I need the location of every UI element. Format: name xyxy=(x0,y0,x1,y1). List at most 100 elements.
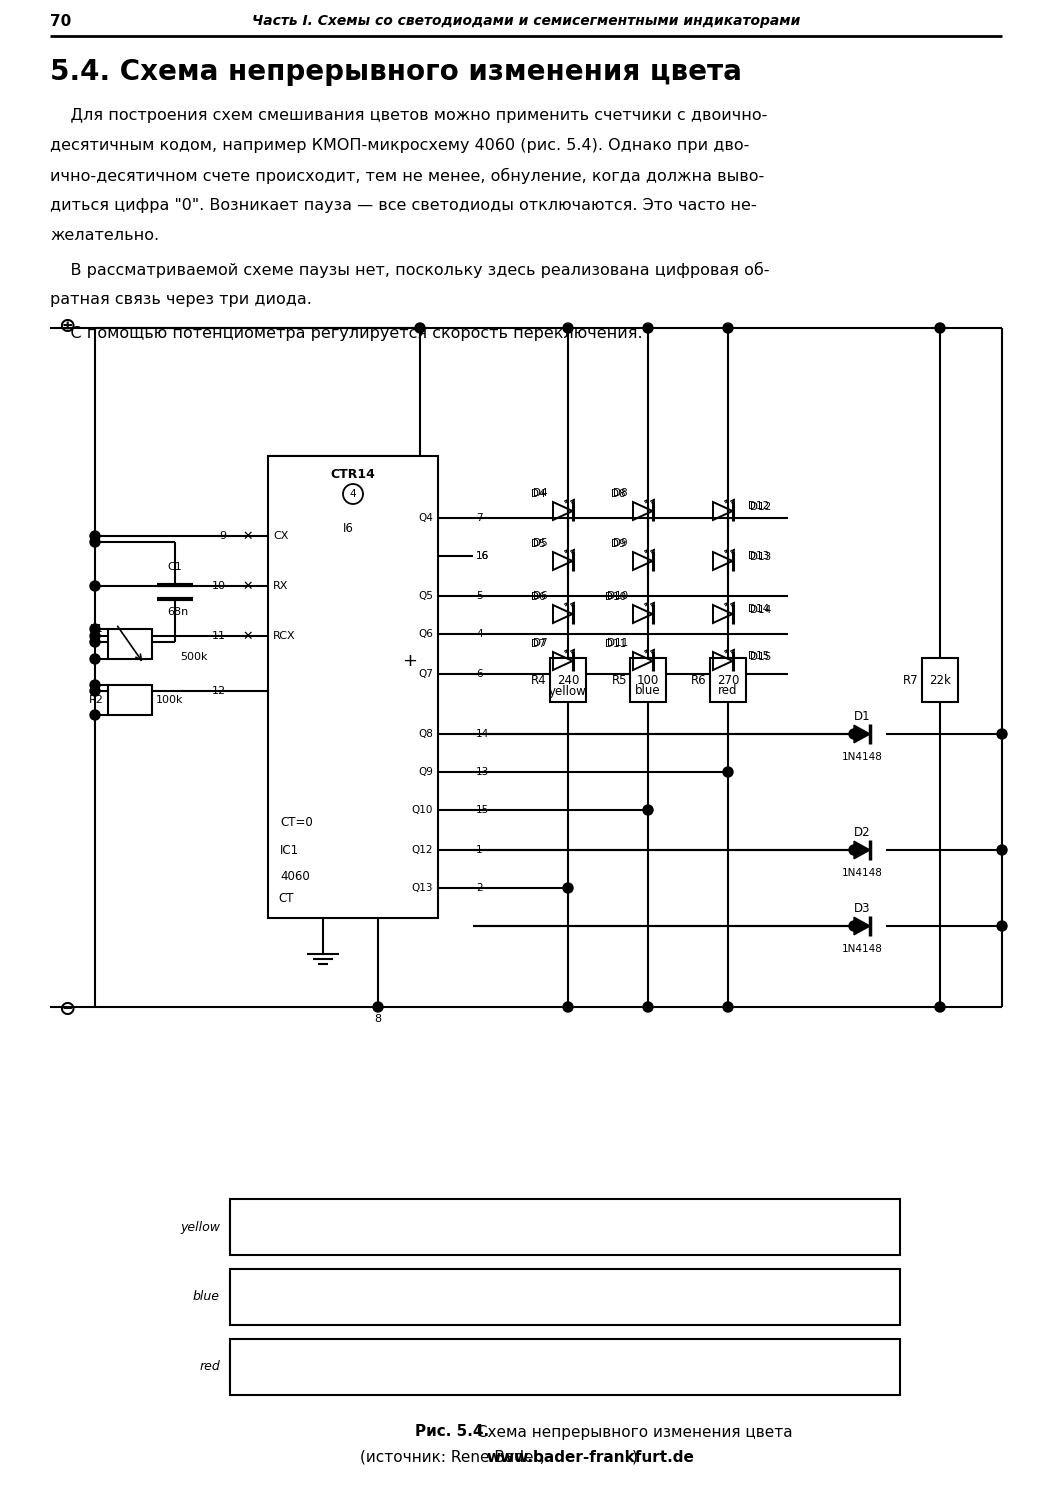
Circle shape xyxy=(997,921,1007,932)
Text: ⊕: ⊕ xyxy=(58,316,76,336)
Text: D3: D3 xyxy=(854,902,870,915)
Bar xyxy=(922,658,958,702)
Text: D4: D4 xyxy=(533,488,548,498)
Text: R4: R4 xyxy=(531,674,547,687)
Text: 5.4. Схема непрерывного изменения цвета: 5.4. Схема непрерывного изменения цвета xyxy=(50,58,742,86)
Text: D9: D9 xyxy=(611,538,626,549)
Text: yellow: yellow xyxy=(549,684,587,698)
Text: 4: 4 xyxy=(476,628,483,639)
Circle shape xyxy=(643,1002,653,1013)
Text: CX: CX xyxy=(274,531,288,542)
Text: В рассматриваемой схеме паузы нет, поскольку здесь реализована цифровая об-: В рассматриваемой схеме паузы нет, поско… xyxy=(50,262,769,278)
Bar xyxy=(108,628,151,658)
Circle shape xyxy=(643,322,653,333)
Circle shape xyxy=(849,729,859,740)
Text: 500k: 500k xyxy=(180,652,207,662)
Circle shape xyxy=(997,844,1007,855)
Circle shape xyxy=(849,844,859,855)
Polygon shape xyxy=(854,916,870,934)
Text: D12: D12 xyxy=(748,501,769,512)
Text: Q5: Q5 xyxy=(418,591,433,602)
Circle shape xyxy=(563,884,573,892)
Text: ратная связь через три диода.: ратная связь через три диода. xyxy=(50,292,311,308)
Text: R5: R5 xyxy=(611,674,627,687)
Text: D11: D11 xyxy=(607,638,628,648)
Text: D5: D5 xyxy=(533,538,548,548)
Text: Рис. 5.4.: Рис. 5.4. xyxy=(414,1425,489,1440)
Circle shape xyxy=(723,322,733,333)
Text: Схема непрерывного изменения цвета: Схема непрерывного изменения цвета xyxy=(472,1425,792,1440)
Text: D10: D10 xyxy=(607,591,628,602)
Circle shape xyxy=(90,638,100,646)
Text: 10: 10 xyxy=(213,580,226,591)
Circle shape xyxy=(563,322,573,333)
Text: D11: D11 xyxy=(605,639,626,650)
Bar xyxy=(230,1198,901,1256)
Circle shape xyxy=(90,580,100,591)
Text: D6: D6 xyxy=(533,591,548,602)
Text: ✕: ✕ xyxy=(243,630,254,642)
Text: red: red xyxy=(199,1360,220,1374)
Bar xyxy=(630,658,666,702)
Text: С помощью потенциометра регулируется скорость переключения.: С помощью потенциометра регулируется ско… xyxy=(50,326,643,340)
Text: Для построения схем смешивания цветов можно применить счетчики с двоично-: Для построения схем смешивания цветов мо… xyxy=(50,108,767,123)
Text: 6: 6 xyxy=(476,669,483,680)
Text: D13: D13 xyxy=(750,552,771,562)
Text: D14: D14 xyxy=(750,604,771,615)
Text: RCX: RCX xyxy=(274,632,296,640)
Text: D1: D1 xyxy=(853,710,870,723)
Text: P1: P1 xyxy=(90,624,104,634)
Bar xyxy=(108,686,151,716)
Polygon shape xyxy=(854,724,870,742)
Text: 1N4148: 1N4148 xyxy=(842,752,883,762)
Text: 12: 12 xyxy=(211,686,226,696)
Text: 70: 70 xyxy=(50,13,72,28)
Text: D6: D6 xyxy=(531,592,546,602)
Circle shape xyxy=(935,322,945,333)
Text: 13: 13 xyxy=(476,766,489,777)
Text: 68n: 68n xyxy=(167,608,188,616)
Circle shape xyxy=(90,624,100,634)
Circle shape xyxy=(90,537,100,548)
Text: www.bader-frankfurt.de: www.bader-frankfurt.de xyxy=(486,1449,694,1464)
Text: Q8: Q8 xyxy=(418,729,433,740)
Text: Q13: Q13 xyxy=(411,884,433,892)
Text: blue: blue xyxy=(193,1290,220,1304)
Circle shape xyxy=(563,1002,573,1013)
Circle shape xyxy=(90,710,100,720)
Text: 22k: 22k xyxy=(929,674,951,687)
Text: 4: 4 xyxy=(349,489,357,500)
Text: ✕: ✕ xyxy=(243,579,254,592)
Bar xyxy=(230,1340,901,1395)
Text: 11: 11 xyxy=(213,632,226,640)
Text: 8: 8 xyxy=(375,1014,382,1025)
Circle shape xyxy=(935,1002,945,1013)
Text: D15: D15 xyxy=(750,652,771,662)
Text: yellow: yellow xyxy=(180,1221,220,1233)
Text: ✕: ✕ xyxy=(243,530,254,543)
Circle shape xyxy=(90,632,100,640)
Text: Q6: Q6 xyxy=(418,628,433,639)
Circle shape xyxy=(997,729,1007,740)
Circle shape xyxy=(414,322,425,333)
Circle shape xyxy=(373,1002,383,1013)
Text: D5: D5 xyxy=(531,538,546,549)
Text: Q9: Q9 xyxy=(418,766,433,777)
Text: CT: CT xyxy=(278,891,294,904)
Bar xyxy=(550,658,586,702)
Text: десятичным кодом, например КМОП-микросхему 4060 (рис. 5.4). Однако при дво-: десятичным кодом, например КМОП-микросхе… xyxy=(50,138,749,153)
Text: 5: 5 xyxy=(476,591,483,602)
Text: 1N4148: 1N4148 xyxy=(842,944,883,954)
Text: D13: D13 xyxy=(748,550,769,561)
Text: D4: D4 xyxy=(531,489,546,500)
Circle shape xyxy=(723,766,733,777)
Text: 1N4148: 1N4148 xyxy=(842,868,883,877)
Text: IC1: IC1 xyxy=(280,843,299,856)
Text: Q10: Q10 xyxy=(411,806,433,814)
Text: D2: D2 xyxy=(853,825,870,839)
Text: 9: 9 xyxy=(219,531,226,542)
Circle shape xyxy=(90,654,100,664)
Text: Q4: Q4 xyxy=(418,513,433,523)
Text: диться цифра "0". Возникает пауза — все светодиоды отключаются. Это часто не-: диться цифра "0". Возникает пауза — все … xyxy=(50,198,756,213)
Bar xyxy=(268,456,438,918)
